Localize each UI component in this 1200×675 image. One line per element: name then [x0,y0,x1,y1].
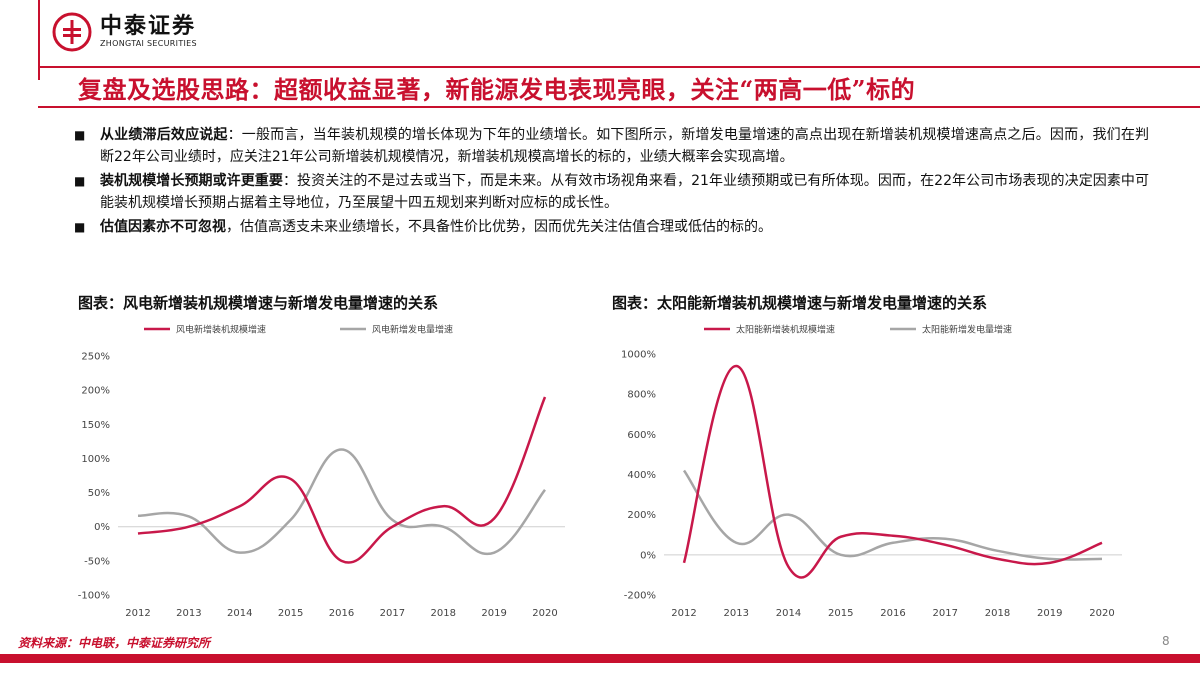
x-tick-label: 2014 [227,608,252,619]
bullet-item: ■ 从业绩滞后效应说起：一般而言，当年装机规模的增长体现为下年的业绩增长。如下图… [74,124,1149,168]
y-tick-label: 100% [81,454,110,465]
solar-chart-svg: 1000% 800% 600% 400% 200% 0% -200% 2012 2013 2014… [621,324,1122,619]
x-tick-label: 2013 [176,608,201,619]
logo-english-name: ZHONGTAI SECURITIES [100,39,197,48]
x-tick-label: 2020 [532,608,557,619]
bullet-text: ：投资关注的不是过去或当下，而是未来。从有效市场视角来看，21年业绩预期或已有所… [100,173,1149,211]
x-tick-label: 2018 [431,608,456,619]
y-tick-label: 200% [81,386,110,397]
y-tick-label: 600% [627,430,656,441]
x-tick-label: 2012 [671,608,696,619]
bullet-text: ：一般而言，当年装机规模的增长体现为下年的业绩增长。如下图所示，新增发电量增速的… [100,127,1150,165]
y-tick-label: 1000% [621,350,656,361]
y-tick-label: -200% [624,591,656,602]
wind-chart: 250% 200% 150% 100% 50% 0% -50% -100% 2012 2013 20… [60,312,580,630]
y-tick-label: -100% [78,591,110,602]
title-frame [38,66,1200,108]
y-tick-label: 250% [81,352,110,363]
x-tick-label: 2020 [1089,608,1114,619]
source-note: 资料来源：中电联，中泰证券研究所 [18,636,211,650]
bullet-item: ■ 估值因素亦不可忽视，估值高透支未来业绩增长，不具备性价比优势，因而优先关注估… [74,216,1149,238]
y-tick-label: 0% [94,522,110,533]
x-tick-label: 2017 [380,608,405,619]
legend-label: 太阳能新增发电量增速 [922,324,1012,336]
bullet-text: ，估值高透支未来业绩增长，不具备性价比优势，因而优先关注估值合理或低估的标的。 [226,219,772,235]
x-tick-label: 2016 [329,608,354,619]
x-tick-label: 2019 [1037,608,1062,619]
page-title: 复盘及选股思路：超额收益显著，新能源发电表现亮眼，关注“两高一低”标的 [78,75,916,104]
bullet-lead: 估值因素亦不可忽视 [100,219,226,235]
x-tick-label: 2012 [125,608,150,619]
x-tick-label: 2018 [985,608,1010,619]
y-tick-label: 150% [81,420,110,431]
logo-chinese-name: 中泰证券 [100,14,197,39]
bullet-lead: 从业绩滞后效应说起 [100,127,228,143]
solar-chart: 1000% 800% 600% 400% 200% 0% -200% 2012 2013 2014… [604,312,1136,630]
series-line [137,396,547,564]
y-tick-label: 800% [627,390,656,401]
wind-chart-title: 图表：风电新增装机规模增速与新增发电量增速的关系 [78,294,439,312]
x-tick-label: 2016 [880,608,905,619]
header-left-rule [38,0,40,80]
y-tick-label: 0% [640,550,656,561]
y-tick-label: 50% [88,488,110,499]
bullet-square-icon: ■ [74,128,86,142]
x-tick-label: 2015 [828,608,853,619]
x-tick-label: 2017 [933,608,958,619]
company-logo: 中泰证券 ZHONGTAI SECURITIES [52,12,197,52]
y-tick-label: -50% [84,556,110,567]
x-tick-label: 2015 [278,608,303,619]
series-line [682,364,1103,579]
bullet-square-icon: ■ [74,220,86,234]
legend-label: 风电新增装机规模增速 [176,324,266,336]
x-tick-label: 2013 [724,608,749,619]
page-number: 8 [1162,634,1170,648]
y-tick-label: 200% [627,510,656,521]
x-tick-label: 2019 [481,608,506,619]
zhongtai-logo-icon [52,12,92,52]
footer-bar [0,654,1200,663]
series-line [682,469,1103,561]
x-tick-label: 2014 [776,608,801,619]
bullet-item: ■ 装机规模增长预期或许更重要：投资关注的不是过去或当下，而是未来。从有效市场视… [74,170,1149,214]
solar-chart-title: 图表：太阳能新增装机规模增速与新增发电量增速的关系 [612,294,988,312]
bullet-list: ■ 从业绩滞后效应说起：一般而言，当年装机规模的增长体现为下年的业绩增长。如下图… [74,124,1149,240]
bullet-lead: 装机规模增长预期或许更重要 [100,173,283,189]
legend-label: 太阳能新增装机规模增速 [736,324,835,336]
series-line [137,448,546,556]
legend-label: 风电新增发电量增速 [372,324,453,336]
wind-chart-svg: 250% 200% 150% 100% 50% 0% -50% -100% 2012 2013 20… [78,324,565,619]
bullet-square-icon: ■ [74,174,86,188]
y-tick-label: 400% [627,470,656,481]
